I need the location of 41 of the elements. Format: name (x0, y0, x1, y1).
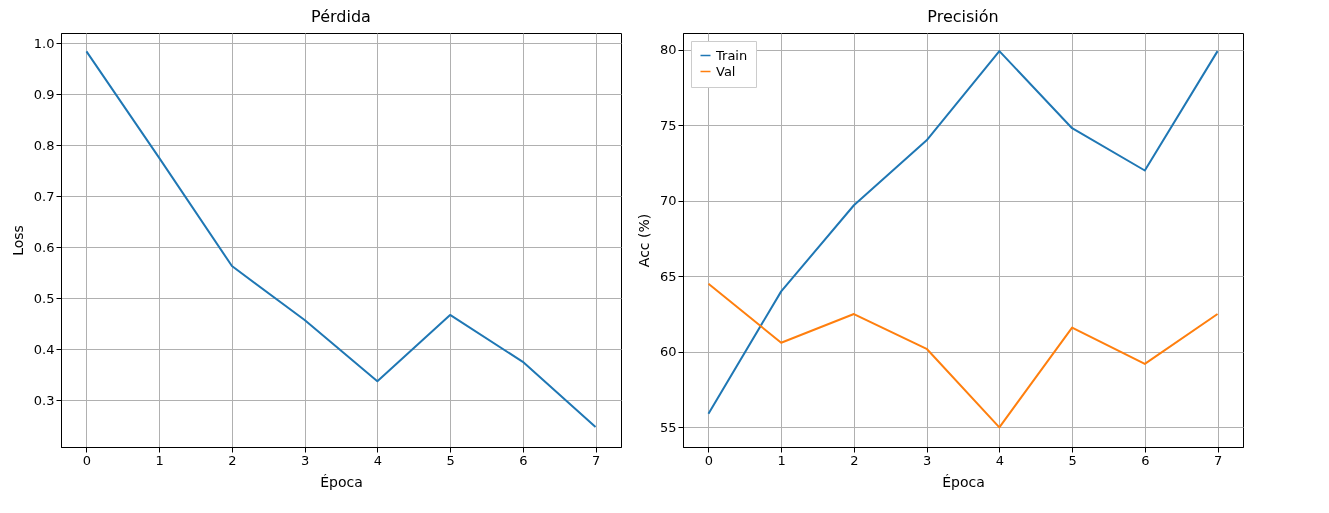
line-series (707, 50, 1219, 415)
y-tick-label: 70 (659, 193, 677, 209)
y-tick-label: 55 (659, 419, 677, 435)
x-tick-label: 1 (777, 452, 786, 468)
y-axis-title: Acc (%) (635, 213, 652, 268)
x-tick-label: 7 (1213, 452, 1223, 468)
x-tick-label: 5 (446, 452, 455, 468)
y-tick-label: 0.6 (33, 239, 55, 255)
x-tick-label: 0 (704, 452, 714, 468)
y-axis-title: Loss (9, 225, 26, 256)
y-tick-label: 75 (659, 117, 677, 133)
y-tick-label: 0.5 (33, 290, 55, 306)
x-tick-label: 3 (923, 452, 932, 468)
y-tick-label: 80 (659, 42, 677, 58)
legend-label: Train (715, 47, 748, 63)
x-tick-label: 2 (228, 452, 237, 468)
x-axis-title: Época (942, 473, 985, 490)
x-axis-title: Época (320, 473, 363, 490)
x-tick-label: 7 (591, 452, 601, 468)
y-tick-label: 65 (659, 268, 677, 284)
y-tick-label: 0.8 (33, 137, 55, 153)
chart-title: Precisión (927, 7, 999, 26)
y-tick-label: 60 (659, 344, 677, 360)
x-tick-label: 1 (155, 452, 164, 468)
x-tick-label: 4 (995, 452, 1004, 468)
x-tick-label: 5 (1068, 452, 1077, 468)
x-tick-label: 0 (82, 452, 92, 468)
x-tick-label: 4 (373, 452, 382, 468)
chart-title: Pérdida (311, 7, 371, 26)
line-series (85, 50, 597, 429)
line-series (707, 282, 1219, 429)
y-tick-label: 0.3 (33, 392, 55, 408)
legend-label: Val (716, 63, 736, 79)
x-tick-label: 6 (1141, 452, 1150, 468)
y-tick-label: 1.0 (33, 35, 55, 51)
y-tick-label: 0.9 (33, 86, 55, 102)
x-tick-label: 2 (850, 452, 859, 468)
x-tick-label: 3 (301, 452, 310, 468)
y-tick-label: 0.4 (33, 341, 55, 357)
y-tick-label: 0.7 (33, 188, 55, 204)
x-tick-label: 6 (519, 452, 528, 468)
